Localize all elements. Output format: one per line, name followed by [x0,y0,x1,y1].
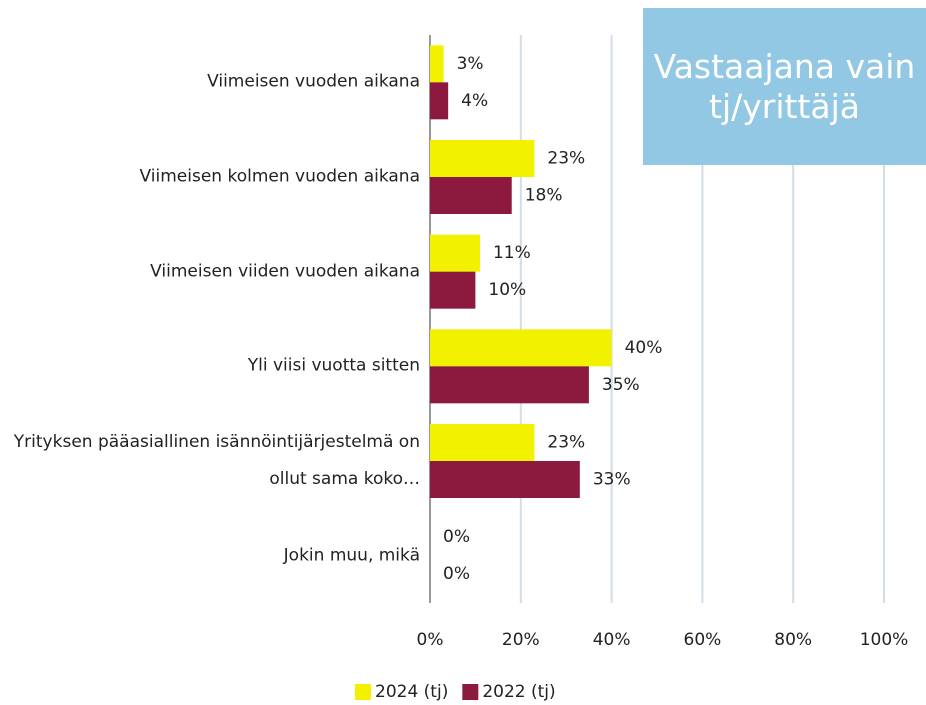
category-label: Viimeisen kolmen vuoden aikana [139,166,420,187]
value-label: 23% [547,149,585,169]
value-label: 18% [525,186,563,206]
value-label: 4% [461,91,488,111]
bar [430,177,512,214]
legend-swatch [355,684,371,700]
x-tick-label: 60% [684,630,722,650]
bar [430,329,612,367]
category-label: Viimeisen vuoden aikana [207,71,420,92]
x-tick-label: 100% [860,630,909,650]
bar [430,45,444,83]
category-label: Jokin muu, mikä [283,545,420,566]
category-label: Yli viisi vuotta sitten [247,355,420,376]
legend-label: 2022 (tj) [482,682,555,702]
bar [430,271,476,309]
value-label: 0% [443,564,470,584]
bar [430,140,535,177]
annotation: Vastaajana vain tj/yrittäjä [643,8,926,165]
category-label: Viimeisen viiden vuoden aikana [150,261,420,282]
category-label: Yrityksen pääasiallinen isännöintijärjes… [13,432,420,489]
value-label: 35% [602,375,640,395]
x-tick-label: 80% [774,630,812,650]
bar [430,424,535,461]
bar [430,461,580,498]
value-label: 11% [493,243,531,263]
value-label: 10% [488,280,526,300]
legend-swatch [462,684,479,700]
x-tick-label: 20% [502,630,540,650]
bar [430,234,480,272]
bar [430,366,589,404]
x-tick-label: 0% [417,630,444,650]
bar [430,82,449,120]
x-tick-label: 40% [593,630,631,650]
value-label: 0% [443,527,470,547]
legend-label: 2024 (tj) [375,682,448,702]
value-label: 23% [547,433,585,453]
value-label: 40% [625,338,663,358]
value-label: 33% [593,470,631,490]
value-label: 3% [457,54,484,74]
